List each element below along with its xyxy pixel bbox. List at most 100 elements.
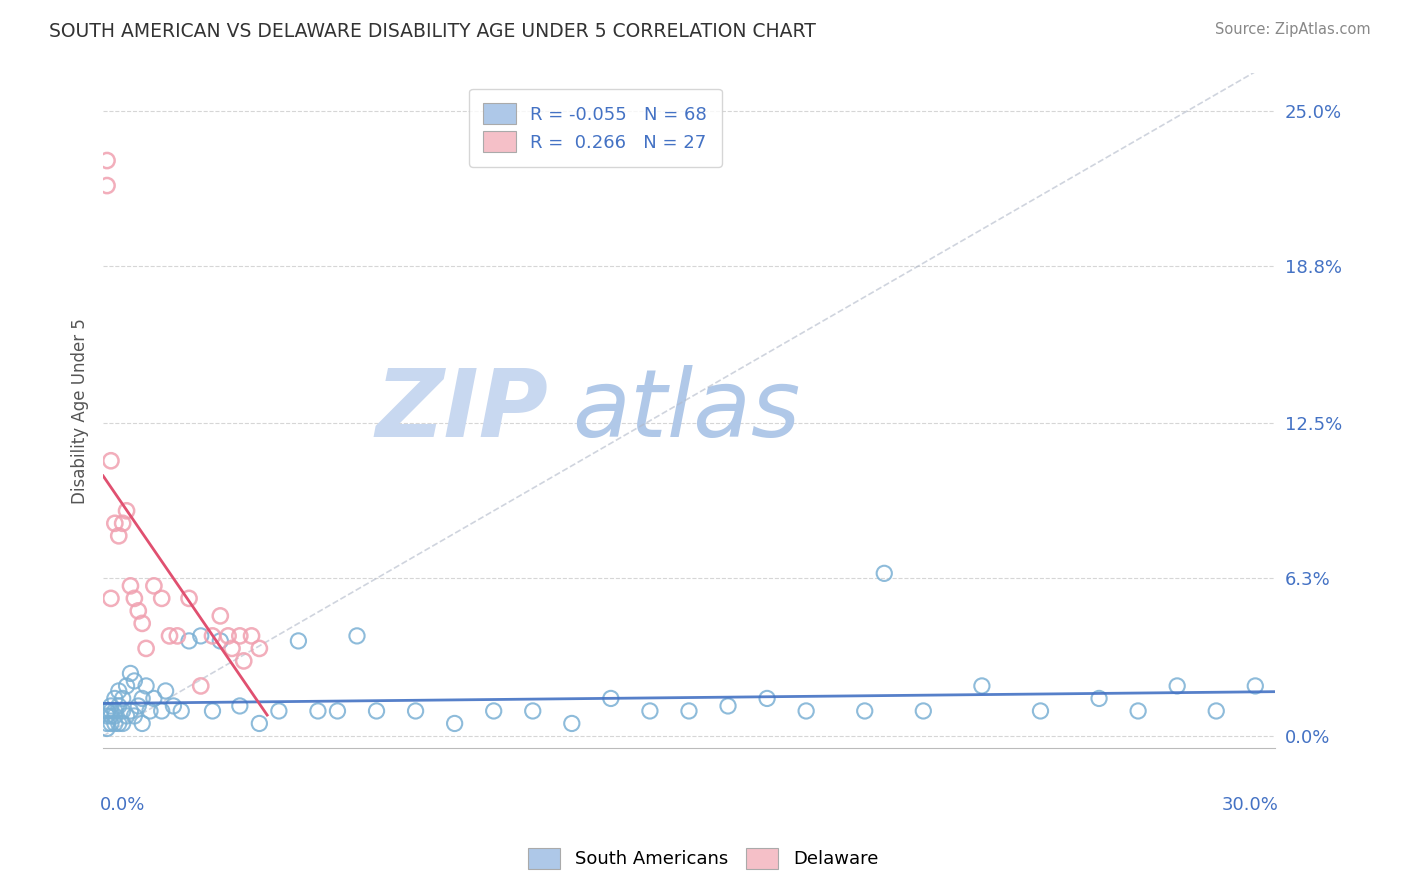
Point — [970, 679, 993, 693]
Point — [209, 633, 232, 648]
Point — [1088, 691, 1111, 706]
Point — [287, 633, 309, 648]
Point — [107, 529, 129, 543]
Point — [127, 604, 149, 618]
Point — [443, 716, 465, 731]
Point — [127, 698, 149, 713]
Legend: R = -0.055   N = 68, R =  0.266   N = 27: R = -0.055 N = 68, R = 0.266 N = 27 — [470, 89, 721, 167]
Point — [177, 633, 200, 648]
Point — [107, 698, 129, 713]
Point — [1244, 679, 1267, 693]
Point — [104, 716, 127, 731]
Point — [124, 591, 146, 606]
Point — [717, 698, 740, 713]
Point — [111, 516, 134, 531]
Point — [240, 629, 263, 643]
Point — [166, 629, 188, 643]
Point — [247, 641, 270, 656]
Point — [115, 709, 138, 723]
Point — [120, 704, 142, 718]
Point — [346, 629, 368, 643]
Text: ZIP: ZIP — [375, 365, 548, 457]
Point — [104, 709, 127, 723]
Point — [190, 629, 212, 643]
Point — [1126, 704, 1149, 718]
Point — [100, 698, 122, 713]
Legend: South Americans, Delaware: South Americans, Delaware — [520, 840, 886, 876]
Point — [124, 673, 146, 688]
Point — [221, 641, 243, 656]
Point — [307, 704, 329, 718]
Point — [115, 679, 138, 693]
Point — [247, 716, 270, 731]
Point — [190, 679, 212, 693]
Point — [159, 629, 181, 643]
Point — [104, 516, 127, 531]
Point — [142, 579, 165, 593]
Point — [100, 591, 122, 606]
Point — [104, 704, 127, 718]
Point — [229, 629, 252, 643]
Point — [150, 704, 173, 718]
Point — [96, 704, 118, 718]
Point — [135, 641, 157, 656]
Point — [599, 691, 621, 706]
Point — [100, 704, 122, 718]
Point — [124, 709, 146, 723]
Point — [912, 704, 935, 718]
Point — [482, 704, 505, 718]
Point — [100, 709, 122, 723]
Point — [107, 684, 129, 698]
Point — [756, 691, 779, 706]
Point — [100, 716, 122, 731]
Point — [366, 704, 388, 718]
Point — [209, 608, 232, 623]
Point — [201, 629, 224, 643]
Point — [100, 454, 122, 468]
Point — [267, 704, 290, 718]
Point — [522, 704, 544, 718]
Point — [170, 704, 193, 718]
Point — [794, 704, 817, 718]
Point — [229, 698, 252, 713]
Point — [678, 704, 700, 718]
Y-axis label: Disability Age Under 5: Disability Age Under 5 — [72, 318, 89, 504]
Point — [873, 566, 896, 581]
Point — [96, 722, 118, 736]
Point — [1029, 704, 1052, 718]
Point — [120, 666, 142, 681]
Point — [104, 691, 127, 706]
Point — [139, 704, 162, 718]
Point — [131, 716, 153, 731]
Point — [96, 178, 118, 193]
Point — [177, 591, 200, 606]
Point — [1166, 679, 1188, 693]
Point — [96, 709, 118, 723]
Text: 30.0%: 30.0% — [1222, 796, 1278, 814]
Point — [232, 654, 254, 668]
Point — [111, 691, 134, 706]
Text: 0.0%: 0.0% — [100, 796, 145, 814]
Point — [131, 691, 153, 706]
Point — [405, 704, 427, 718]
Point — [131, 616, 153, 631]
Point — [120, 579, 142, 593]
Point — [111, 716, 134, 731]
Text: Source: ZipAtlas.com: Source: ZipAtlas.com — [1215, 22, 1371, 37]
Text: atlas: atlas — [572, 365, 800, 456]
Point — [96, 153, 118, 168]
Point — [96, 716, 118, 731]
Point — [111, 704, 134, 718]
Point — [150, 591, 173, 606]
Point — [217, 629, 239, 643]
Point — [326, 704, 349, 718]
Point — [853, 704, 876, 718]
Point — [107, 716, 129, 731]
Text: SOUTH AMERICAN VS DELAWARE DISABILITY AGE UNDER 5 CORRELATION CHART: SOUTH AMERICAN VS DELAWARE DISABILITY AG… — [49, 22, 815, 41]
Point — [638, 704, 661, 718]
Point — [135, 679, 157, 693]
Point — [561, 716, 583, 731]
Point — [142, 691, 165, 706]
Point — [115, 504, 138, 518]
Point — [96, 704, 118, 718]
